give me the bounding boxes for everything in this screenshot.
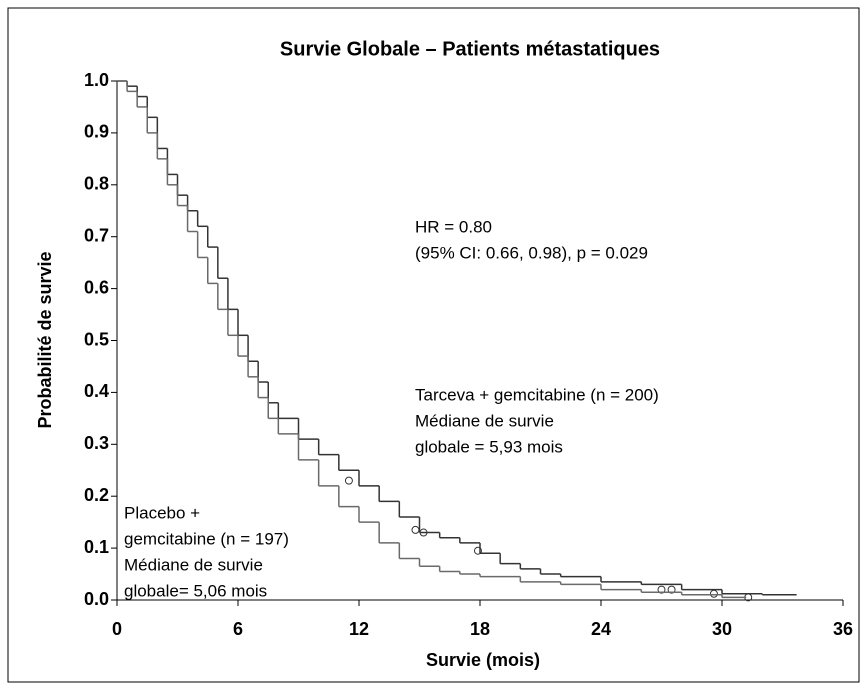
censor-mark: [419, 528, 428, 537]
y-tick-label: 0.9: [84, 122, 109, 142]
y-tick-label: 0.7: [84, 225, 109, 245]
x-tick-label: 0: [112, 619, 122, 639]
x-tick-label: 12: [349, 619, 369, 639]
annotation: globale = 5,93 mois: [415, 437, 563, 456]
x-tick-label: 24: [591, 619, 611, 639]
censor-mark: [344, 476, 353, 485]
y-tick-label: 0.2: [84, 485, 109, 505]
y-tick-label: 0.8: [84, 174, 109, 194]
censor-mark: [411, 525, 420, 534]
x-tick-label: 6: [233, 619, 243, 639]
chart-title: Survie Globale – Patients métastatiques: [280, 38, 660, 60]
censor-mark: [709, 589, 718, 598]
annotation: (95% CI: 0.66, 0.98), p = 0.029: [415, 243, 648, 262]
annotation: Placebo +: [124, 503, 200, 522]
y-axis-label: Probabilité de survie: [35, 251, 55, 428]
x-tick-label: 36: [833, 619, 853, 639]
annotation: Médiane de survie: [415, 411, 554, 430]
x-tick-label: 18: [470, 619, 490, 639]
censor-mark: [657, 585, 666, 594]
y-tick-label: 0.3: [84, 433, 109, 453]
y-tick-label: 0.0: [84, 589, 109, 609]
x-tick-label: 30: [712, 619, 732, 639]
y-tick-label: 0.5: [84, 329, 109, 349]
annotation: globale= 5,06 mois: [124, 581, 267, 600]
annotation: HR = 0.80: [415, 217, 492, 236]
annotation: Médiane de survie: [124, 555, 263, 574]
frame: [7, 7, 860, 683]
y-tick-label: 0.6: [84, 277, 109, 297]
censor-mark: [473, 546, 482, 555]
annotation: gemcitabine (n = 197): [124, 529, 289, 548]
y-tick-label: 0.4: [84, 381, 109, 401]
annotation: Tarceva + gemcitabine (n = 200): [415, 385, 659, 404]
y-tick-label: 1.0: [84, 70, 109, 90]
y-tick-label: 0.1: [84, 537, 109, 557]
censor-mark: [667, 585, 676, 594]
x-axis-label: Survie (mois): [426, 650, 540, 670]
